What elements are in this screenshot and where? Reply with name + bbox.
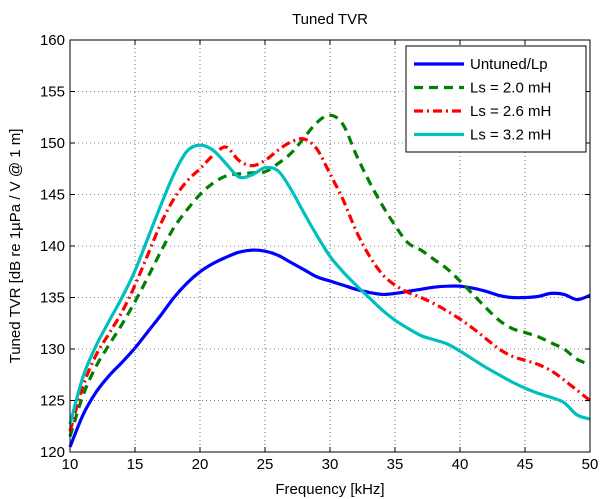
series-line-3 [68,137,591,432]
legend-label-1: Untuned/Lp [470,56,548,73]
series-line-2 [68,113,591,438]
plot-lines [68,113,591,448]
y-tick-label: 130 [40,341,65,358]
series-line-1 [68,248,591,448]
y-tick-label: 160 [40,32,65,49]
legend-label-4: Ls = 3.2 mH [470,127,551,144]
chart-title: Tuned TVR [292,11,368,28]
x-tick-label: 50 [582,456,599,473]
legend-label-3: Ls = 2.6 mH [470,103,551,120]
y-tick-label: 145 [40,187,65,204]
y-tick-label: 135 [40,290,65,307]
y-ticks: 120 125 130 135 140 145 150 155 160 [40,32,590,461]
x-tick-label: 45 [517,456,534,473]
series-line-4 [68,143,591,425]
x-axis-label: Frequency [kHz] [275,481,384,498]
y-tick-label: 140 [40,238,65,255]
x-tick-label: 30 [322,456,339,473]
legend: Untuned/Lp Ls = 2.0 mH Ls = 2.6 mH Ls = 3.2… [405,45,587,153]
x-ticks: 10 15 20 25 30 35 40 45 50 [62,40,599,473]
x-tick-label: 40 [452,456,469,473]
x-tick-label: 10 [62,456,79,473]
x-tick-label: 25 [257,456,274,473]
y-axis-label: Tuned TVR [dB re 1µPa / V @ 1 m] [7,129,24,364]
legend-label-2: Ls = 2.0 mH [470,80,551,97]
y-tick-label: 120 [40,444,65,461]
x-tick-label: 35 [387,456,404,473]
y-tick-label: 155 [40,84,65,101]
x-tick-label: 15 [127,456,144,473]
y-tick-label: 150 [40,135,65,152]
y-tick-label: 125 [40,393,65,410]
x-tick-label: 20 [192,456,209,473]
